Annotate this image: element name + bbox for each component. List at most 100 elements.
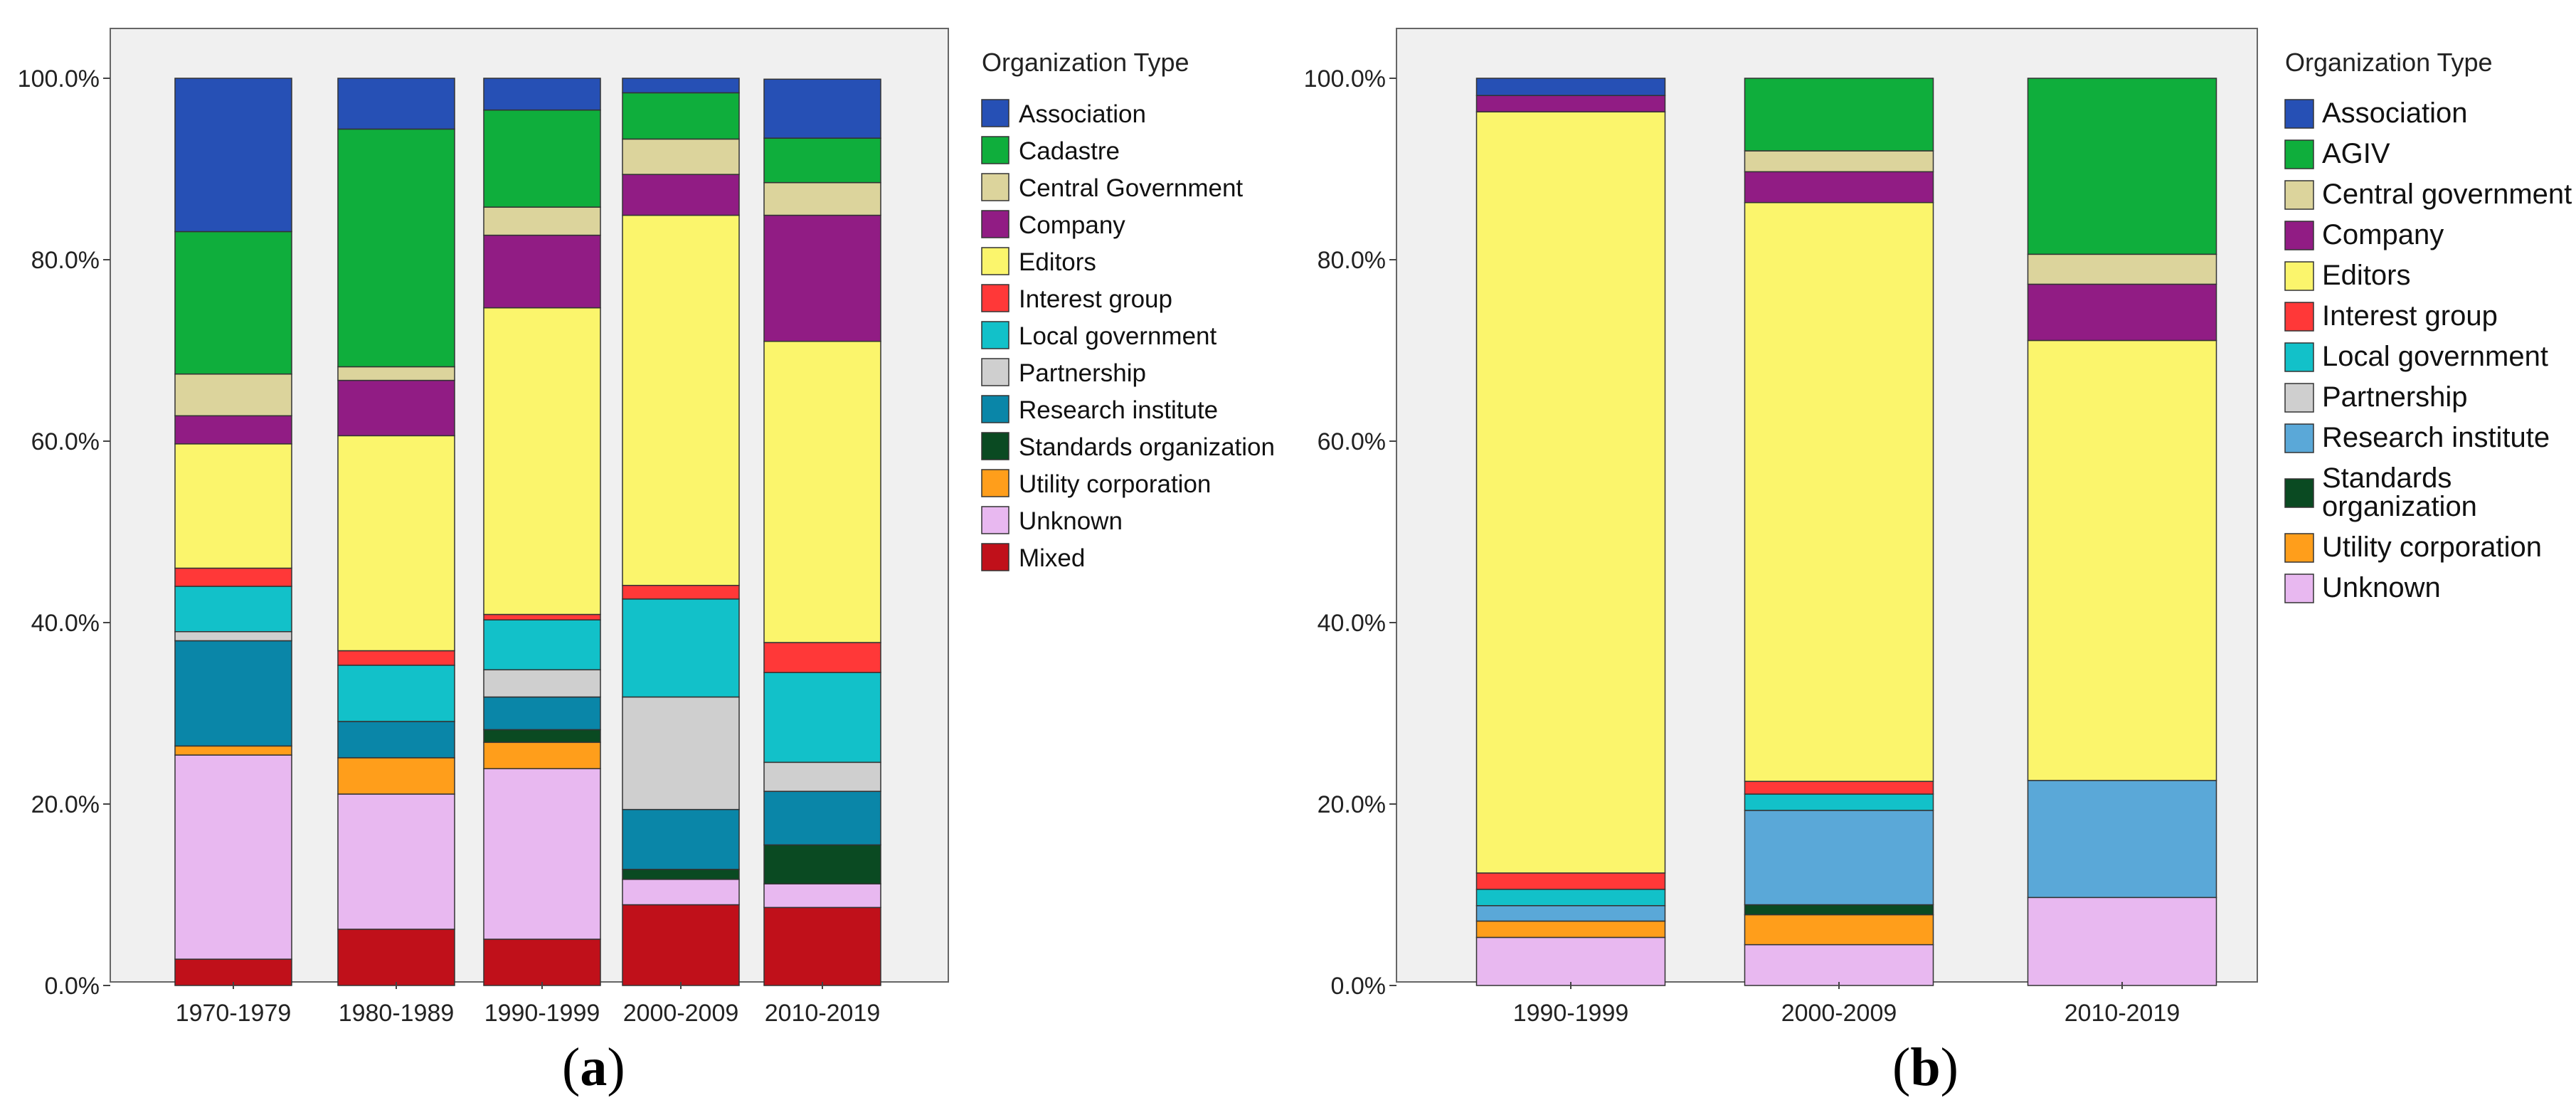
bar-segment-central-government-2010-2019 bbox=[2027, 253, 2217, 285]
bar-segment-association-1970-1979 bbox=[174, 78, 292, 233]
legend-label-partnership: Partnership bbox=[1019, 359, 1146, 387]
bar-segment-association-1990-1999 bbox=[1475, 78, 1666, 96]
bar-segment-company-2000-2009 bbox=[1744, 171, 1934, 204]
bar-segment-partnership-2010-2019 bbox=[763, 761, 881, 792]
y-tick-label: 20.0% bbox=[1318, 791, 1386, 818]
bar-segment-company-1980-1989 bbox=[337, 379, 455, 437]
bar-segment-interest-group-1970-1979 bbox=[174, 567, 292, 587]
bar-segment-research-institute-2010-2019 bbox=[2027, 780, 2217, 899]
legend-title-b: Organization Type bbox=[2285, 48, 2493, 77]
y-tick-label: 40.0% bbox=[1318, 610, 1386, 637]
bar-segment-association-2010-2019 bbox=[763, 78, 881, 139]
bars-a bbox=[174, 78, 881, 986]
legend-label-standards-organization: organization bbox=[2322, 491, 2477, 522]
x-tick-label: 2000-2009 bbox=[623, 1000, 739, 1027]
legend-swatch-unknown bbox=[981, 506, 1009, 534]
legend-swatch-cadastre bbox=[981, 136, 1009, 164]
x-tick-label: 2010-2019 bbox=[765, 1000, 881, 1027]
legend-label-standards-organization: Standards bbox=[2322, 462, 2452, 494]
legend-b: Organization Type Association AGIV Central… bbox=[2284, 48, 2572, 603]
bar-segment-company-1990-1999 bbox=[483, 234, 601, 309]
y-axis-a: 0.0% 20.0% 40.0% 60.0% 80.0% 100.0% bbox=[18, 65, 110, 1000]
bar-segment-company-1990-1999 bbox=[1475, 95, 1666, 112]
legend-label-unknown: Unknown bbox=[2322, 572, 2441, 603]
bar-segment-mixed-1990-1999 bbox=[483, 939, 601, 986]
bar-segment-editors-1990-1999 bbox=[483, 307, 601, 615]
bar-segment-local-government-1990-1999 bbox=[483, 619, 601, 671]
legend-label-research-institute: Research institute bbox=[2322, 422, 2550, 453]
chart-panel-b: 0.0% 20.0% 40.0% 60.0% 80.0% 100.0% 1990-1999… bbox=[1304, 28, 2572, 1097]
bar-segment-partnership-2000-2009 bbox=[622, 696, 740, 810]
bar-segment-interest-group-2010-2019 bbox=[763, 642, 881, 673]
legend-label-interest-group: Interest group bbox=[1019, 285, 1172, 313]
bar-segment-interest-group-1990-1999 bbox=[483, 613, 601, 620]
bar-segment-editors-1980-1989 bbox=[337, 435, 455, 652]
bar-segment-research-institute-2000-2009 bbox=[1744, 810, 1934, 906]
bars-b bbox=[1475, 78, 2217, 986]
bar-segment-utility-corporation-1970-1979 bbox=[174, 745, 292, 756]
legend-label-standards-organization: Standards organization bbox=[1019, 433, 1275, 461]
y-tick-label: 60.0% bbox=[1318, 428, 1386, 455]
bar-segment-local-government-1970-1979 bbox=[174, 586, 292, 633]
legend-swatch-research-institute bbox=[2284, 423, 2314, 453]
bar-segment-company-1970-1979 bbox=[174, 415, 292, 445]
bar-segment-mixed-2010-2019 bbox=[763, 906, 881, 986]
x-tick-label: 1980-1989 bbox=[339, 1000, 455, 1027]
x-axis-a: 1970-1979 1980-1989 1990-1999 2000-2009 2010… bbox=[176, 982, 881, 1027]
legend-label-research-institute: Research institute bbox=[1019, 396, 1218, 424]
bar-segment-company-2010-2019 bbox=[2027, 283, 2217, 342]
bar-segment-utility-corporation-2000-2009 bbox=[1744, 914, 1934, 946]
legend-label-unknown: Unknown bbox=[1019, 507, 1123, 535]
bar-segment-unknown-2000-2009 bbox=[622, 879, 740, 906]
bar-segment-interest-group-2000-2009 bbox=[622, 584, 740, 600]
bar-segment-standards-organization-2000-2009 bbox=[622, 869, 740, 880]
bar-segment-cadastre-2000-2009 bbox=[622, 92, 740, 140]
legend-swatch-local-government bbox=[2284, 342, 2314, 372]
bar-segment-cadastre-1990-1999 bbox=[483, 109, 601, 208]
panel-label-b-letter: b bbox=[1910, 1037, 1940, 1097]
bar-segment-research-institute-1980-1989 bbox=[337, 721, 455, 758]
legend-label-mixed: Mixed bbox=[1019, 544, 1085, 572]
legend-swatch-company bbox=[981, 210, 1009, 238]
bar-segment-mixed-1980-1989 bbox=[337, 929, 455, 986]
bar-segment-editors-2010-2019 bbox=[2027, 339, 2217, 781]
bar-segment-unknown-2010-2019 bbox=[2027, 897, 2217, 986]
x-axis-b: 1990-1999 2000-2009 2010-2019 bbox=[1513, 982, 2180, 1027]
bar-segment-local-government-2010-2019 bbox=[763, 672, 881, 763]
bar-segment-interest-group-1980-1989 bbox=[337, 650, 455, 666]
legend-a: Organization Type Association Cadastre Cen… bbox=[981, 48, 1275, 572]
y-tick-label: 100.0% bbox=[1304, 65, 1386, 92]
bar-segment-editors-1970-1979 bbox=[174, 443, 292, 569]
panel-label-a: (a) bbox=[562, 1037, 625, 1097]
legend-swatch-editors bbox=[2284, 261, 2314, 291]
y-tick-label: 0.0% bbox=[45, 973, 100, 1000]
legend-label-central-government: Central government bbox=[2322, 179, 2572, 210]
bar-segment-editors-1990-1999 bbox=[1475, 111, 1666, 874]
legend-swatch-partnership bbox=[981, 358, 1009, 386]
bar-segment-standards-organization-2000-2009 bbox=[1744, 904, 1934, 916]
legend-swatch-interest-group bbox=[981, 284, 1009, 312]
y-tick-label: 100.0% bbox=[18, 65, 100, 92]
bar-segment-local-government-2000-2009 bbox=[622, 598, 740, 698]
bar-segment-unknown-1990-1999 bbox=[483, 768, 601, 940]
x-tick-label: 2000-2009 bbox=[1781, 1000, 1897, 1027]
bar-segment-research-institute-1990-1999 bbox=[483, 696, 601, 731]
bar-segment-standards-organization-2010-2019 bbox=[763, 844, 881, 884]
y-axis-b: 0.0% 20.0% 40.0% 60.0% 80.0% 100.0% bbox=[1304, 65, 1396, 1000]
legend-swatch-central-government bbox=[2284, 180, 2314, 210]
legend-swatch-research-institute bbox=[981, 395, 1009, 423]
legend-label-association: Association bbox=[1019, 100, 1146, 128]
bar-segment-local-government-2000-2009 bbox=[1744, 793, 1934, 811]
legend-swatch-association bbox=[2284, 99, 2314, 129]
bar-segment-company-2010-2019 bbox=[763, 214, 881, 342]
legend-swatch-local-government bbox=[981, 321, 1009, 349]
legend-swatch-unknown bbox=[2284, 574, 2314, 603]
legend-label-central-government: Central Government bbox=[1019, 174, 1243, 202]
legend-swatch-editors bbox=[981, 247, 1009, 275]
bar-segment-mixed-1970-1979 bbox=[174, 958, 292, 986]
bar-segment-central-government-1980-1989 bbox=[337, 366, 455, 381]
legend-swatch-mixed bbox=[981, 543, 1009, 571]
bar-segment-company-2000-2009 bbox=[622, 174, 740, 216]
bar-segment-unknown-1980-1989 bbox=[337, 793, 455, 930]
